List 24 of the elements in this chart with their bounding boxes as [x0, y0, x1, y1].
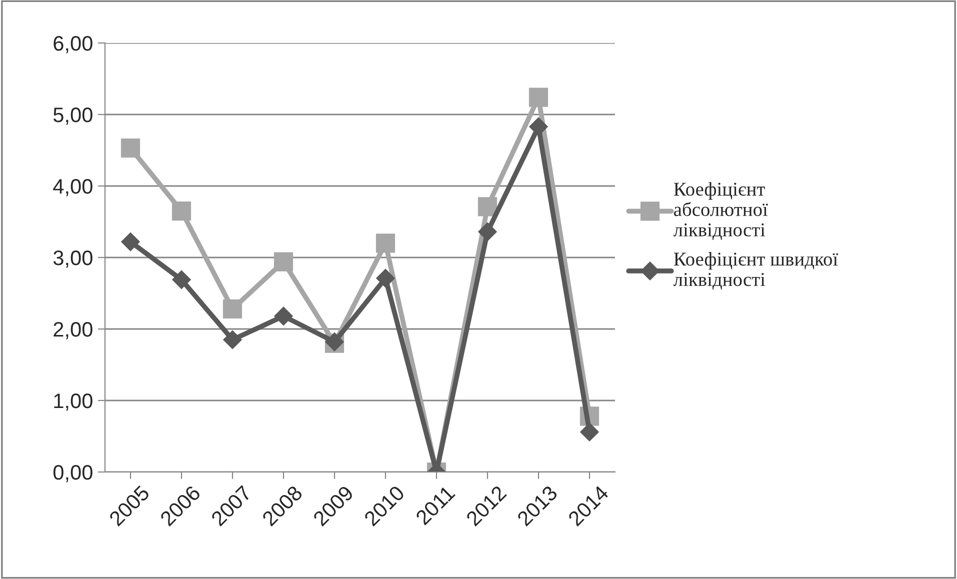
point — [529, 117, 548, 136]
point — [478, 197, 498, 216]
point — [274, 252, 294, 272]
point — [121, 232, 140, 252]
y-tick-label: 6,00 — [54, 36, 92, 54]
point — [376, 234, 396, 253]
point — [528, 88, 548, 107]
y-tick-label: 4,00 — [53, 179, 92, 196]
point — [478, 222, 497, 242]
y-tick-label: 1,00 — [54, 394, 92, 411]
point — [120, 138, 140, 158]
legend-label: Коефіцієнт абсолютної ліквідності — [674, 182, 768, 240]
point — [172, 270, 191, 290]
point — [223, 330, 242, 350]
point — [222, 299, 242, 319]
point — [172, 201, 192, 221]
point — [580, 422, 599, 442]
y-tick-label: 5,00 — [53, 108, 92, 125]
point — [376, 268, 395, 288]
y-tick-label: 3,00 — [53, 250, 92, 268]
point — [274, 306, 293, 326]
y-tick-label: 2,00 — [54, 322, 92, 340]
legend-label: Коефіцієнт швидкої ліквідності — [674, 252, 838, 290]
y-tick-label: 0,00 — [53, 465, 92, 482]
